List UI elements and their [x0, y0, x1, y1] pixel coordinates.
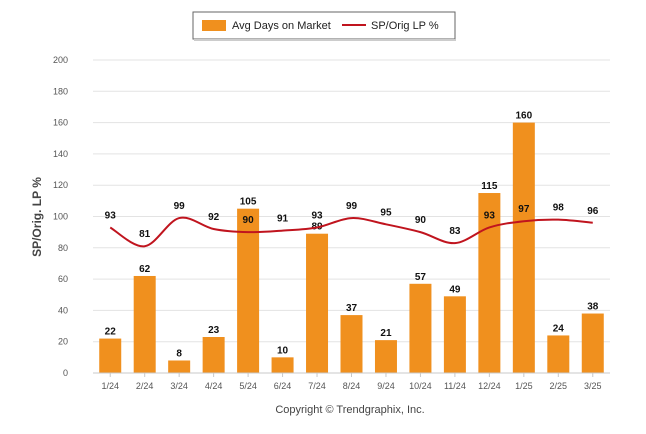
bar — [374, 340, 397, 373]
line-value-label: 99 — [346, 201, 358, 212]
x-tick-label: 7/24 — [308, 381, 326, 391]
y-tick-label: 180 — [53, 86, 68, 96]
x-tick-label: 12/24 — [478, 381, 501, 391]
y-tick-label: 60 — [58, 274, 68, 284]
line-value-label: 99 — [174, 201, 186, 212]
y-tick-label: 200 — [53, 55, 68, 65]
x-tick-label: 3/25 — [584, 381, 602, 391]
x-tick-label: 1/24 — [101, 381, 119, 391]
x-tick-label: 6/24 — [274, 381, 292, 391]
line-value-label: 95 — [380, 207, 392, 218]
x-tick-label: 4/24 — [205, 381, 223, 391]
bar — [409, 283, 432, 373]
line-value-label: 96 — [587, 206, 599, 217]
line-value-label: 90 — [415, 215, 427, 226]
copyright: Copyright © Trendgraphix, Inc. — [275, 404, 424, 416]
bar-value-label: 38 — [587, 302, 599, 313]
bar — [202, 337, 225, 373]
y-tick-label: 20 — [58, 337, 68, 347]
x-tick-label: 8/24 — [343, 381, 361, 391]
y-tick-label: 120 — [53, 180, 68, 190]
bars — [99, 122, 604, 373]
x-tick-label: 5/24 — [239, 381, 257, 391]
line-value-label: 93 — [105, 210, 117, 221]
line-value-label: 81 — [139, 229, 151, 240]
legend: Avg Days on Market SP/Orig LP % — [192, 11, 456, 41]
bar-value-label: 105 — [240, 197, 257, 208]
line-value-label: 93 — [311, 210, 323, 221]
legend-label-bar: Avg Days on Market — [232, 20, 331, 32]
y-axis-label: SP/Orig. LP % — [30, 177, 44, 257]
line-value-label: 93 — [484, 210, 496, 221]
bar — [547, 335, 570, 373]
y-tick-label: 40 — [58, 305, 68, 315]
bar — [340, 315, 363, 373]
bar — [237, 208, 260, 373]
sp-orig-lp-line — [109, 216, 593, 248]
x-tick-label: 1/25 — [515, 381, 533, 391]
bar-value-label: 49 — [449, 284, 461, 295]
line-value-label: 90 — [243, 215, 255, 226]
bar — [168, 360, 191, 373]
y-tick-label: 160 — [53, 118, 68, 128]
bar-value-label: 37 — [346, 303, 358, 314]
bar — [271, 357, 294, 373]
bar-value-label: 24 — [553, 323, 565, 334]
y-tick-label: 140 — [53, 149, 68, 159]
legend-label-line: SP/Orig LP % — [371, 20, 439, 32]
line-value-label: 92 — [208, 212, 220, 223]
bar — [306, 233, 329, 373]
bar — [443, 296, 466, 373]
line-value-label: 83 — [449, 226, 461, 237]
line-value-label: 97 — [518, 204, 530, 215]
bar-value-label: 8 — [176, 348, 182, 359]
y-axis-ticks: 0 20 40 60 80 100 120 140 160 180 200 — [53, 55, 68, 378]
x-tick-label: 9/24 — [377, 381, 395, 391]
x-tick-label: 2/25 — [550, 381, 568, 391]
bar-value-label: 21 — [380, 328, 392, 339]
bar-value-label: 23 — [208, 325, 220, 336]
bar-value-label: 22 — [105, 327, 117, 338]
y-tick-label: 80 — [58, 243, 68, 253]
bar-value-label: 62 — [139, 264, 151, 275]
legend-box — [192, 11, 456, 40]
x-tick-label: 2/24 — [136, 381, 154, 391]
line-value-label: 91 — [277, 214, 289, 225]
x-tick-label: 10/24 — [409, 381, 432, 391]
line-labels: 93 81 99 92 90 91 93 99 95 90 83 93 97 98 96 — [105, 201, 599, 240]
legend-swatch-bar — [202, 20, 226, 31]
y-tick-label: 100 — [53, 212, 68, 222]
line-value-label: 98 — [553, 203, 565, 214]
bar-value-label: 57 — [415, 272, 427, 283]
bar — [478, 193, 501, 373]
bar-value-label: 115 — [481, 181, 498, 192]
bar — [581, 313, 604, 373]
bar-value-label: 10 — [277, 345, 289, 356]
bar — [99, 338, 122, 373]
y-tick-label: 0 — [63, 368, 68, 378]
x-axis-ticks: 1/24 2/24 3/24 4/24 5/24 6/24 7/24 8/24 9/24 10/2… — [101, 373, 602, 391]
x-tick-label: 11/24 — [444, 381, 466, 391]
bar — [133, 275, 156, 373]
x-tick-label: 3/24 — [170, 381, 188, 391]
bar-value-label: 160 — [515, 111, 532, 122]
bar — [512, 122, 535, 373]
